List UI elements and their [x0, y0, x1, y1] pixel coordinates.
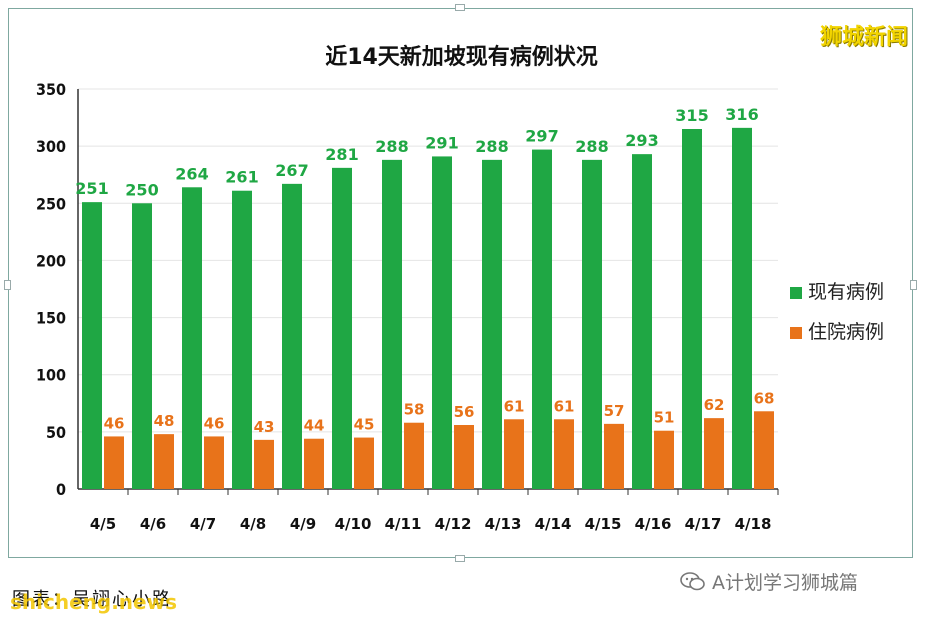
x-tick-label: 4/9 [290, 515, 316, 533]
data-label-active: 288 [375, 137, 408, 156]
bar-hospitalized [704, 418, 724, 489]
bar-hospitalized [604, 423, 624, 489]
y-tick-label: 0 [56, 480, 66, 499]
y-tick-label: 250 [36, 194, 66, 213]
bar-hospitalized [104, 436, 124, 489]
bar-active-cases [82, 202, 102, 489]
data-label-active: 315 [675, 106, 708, 125]
resize-handle-right[interactable] [910, 280, 917, 290]
data-label-active: 267 [275, 161, 308, 180]
bar-active-cases [432, 156, 452, 489]
bar-hospitalized [554, 419, 574, 489]
x-tick-label: 4/15 [585, 515, 622, 533]
data-label-hospitalized: 61 [554, 397, 575, 415]
x-tick-label: 4/18 [735, 515, 772, 533]
watermark-text: A计划学习狮城篇 [712, 572, 858, 594]
bar-hospitalized [204, 436, 224, 489]
x-tick-label: 4/13 [485, 515, 522, 533]
bar-active-cases [382, 159, 402, 489]
y-tick-label: 150 [36, 309, 66, 328]
brand-logo-text: 狮城新闻 [819, 25, 908, 50]
bar-active-cases [582, 159, 602, 489]
data-label-hospitalized: 44 [304, 417, 325, 435]
data-label-hospitalized: 68 [754, 389, 775, 407]
bar-hospitalized [154, 434, 174, 489]
bar-hospitalized [254, 439, 274, 489]
data-label-active: 291 [425, 133, 458, 152]
y-tick-label: 50 [46, 423, 66, 442]
bar-active-cases [482, 159, 502, 489]
bar-active-cases [282, 183, 302, 489]
source-watermark: shicheng.news [10, 590, 177, 614]
x-tick-label: 4/10 [335, 515, 372, 533]
data-label-active: 316 [725, 105, 758, 124]
wechat-watermark: A计划学习狮城篇 [680, 568, 858, 595]
bar-active-cases [132, 203, 152, 490]
data-label-active: 250 [125, 180, 158, 199]
data-label-active: 293 [625, 131, 658, 150]
chart-title: 近14天新加坡现有病例状况 [325, 45, 598, 70]
data-label-hospitalized: 48 [154, 412, 175, 430]
legend-label-active: 现有病例 [808, 281, 884, 303]
data-label-hospitalized: 62 [704, 396, 725, 414]
y-tick-label: 200 [36, 251, 66, 270]
resize-handle-left[interactable] [4, 280, 11, 290]
data-label-hospitalized: 57 [604, 402, 625, 420]
x-tick-label: 4/12 [435, 515, 472, 533]
data-label-hospitalized: 46 [204, 414, 225, 432]
legend-label-hospitalized: 住院病例 [808, 321, 884, 343]
figure-caption: 图表：吴翊心小路 [12, 589, 172, 610]
data-label-hospitalized: 56 [454, 403, 475, 421]
bar-hospitalized [304, 438, 324, 489]
bar-active-cases [182, 187, 202, 490]
bar-hospitalized [404, 422, 424, 489]
resize-handle-bottom[interactable] [455, 555, 465, 562]
x-tick-label: 4/7 [190, 515, 216, 533]
y-tick-label: 300 [36, 137, 66, 156]
data-label-hospitalized: 51 [654, 409, 675, 427]
x-tick-label: 4/14 [535, 515, 572, 533]
y-tick-label: 350 [36, 80, 66, 99]
bar-hospitalized [754, 411, 774, 489]
legend-swatch-hospitalized [790, 327, 802, 339]
bar-active-cases [232, 190, 252, 489]
x-tick-label: 4/5 [90, 515, 116, 533]
bar-hospitalized [354, 437, 374, 489]
bar-hospitalized [654, 430, 674, 489]
data-label-active: 288 [475, 137, 508, 156]
x-tick-label: 4/16 [635, 515, 672, 533]
bar-active-cases [532, 149, 552, 490]
resize-handle-top[interactable] [455, 4, 465, 11]
data-label-active: 297 [525, 127, 558, 146]
bar-hospitalized [504, 419, 524, 489]
bar-active-cases [632, 154, 652, 489]
bar-hospitalized [454, 425, 474, 489]
x-tick-label: 4/8 [240, 515, 266, 533]
wechat-icon [680, 571, 706, 592]
data-label-hospitalized: 43 [254, 418, 275, 436]
legend-swatch-active [790, 287, 802, 299]
y-tick-label: 100 [36, 366, 66, 385]
data-label-active: 251 [75, 179, 108, 198]
data-label-hospitalized: 58 [404, 401, 425, 419]
x-tick-label: 4/11 [385, 515, 422, 533]
data-label-active: 264 [175, 164, 208, 183]
bar-active-cases [732, 127, 752, 489]
data-label-active: 261 [225, 168, 258, 187]
data-label-active: 281 [325, 145, 358, 164]
bar-active-cases [332, 167, 352, 489]
data-label-hospitalized: 61 [504, 397, 525, 415]
data-label-active: 288 [575, 137, 608, 156]
bar-chart: 0 50 100 150 200 250 300 350 251 46 4/5 250 48 4/6 264… [36, 80, 884, 533]
data-label-hospitalized: 45 [354, 416, 375, 434]
x-tick-label: 4/17 [685, 515, 722, 533]
x-tick-label: 4/6 [140, 515, 166, 533]
data-label-hospitalized: 46 [104, 414, 125, 432]
bar-active-cases [682, 129, 702, 489]
